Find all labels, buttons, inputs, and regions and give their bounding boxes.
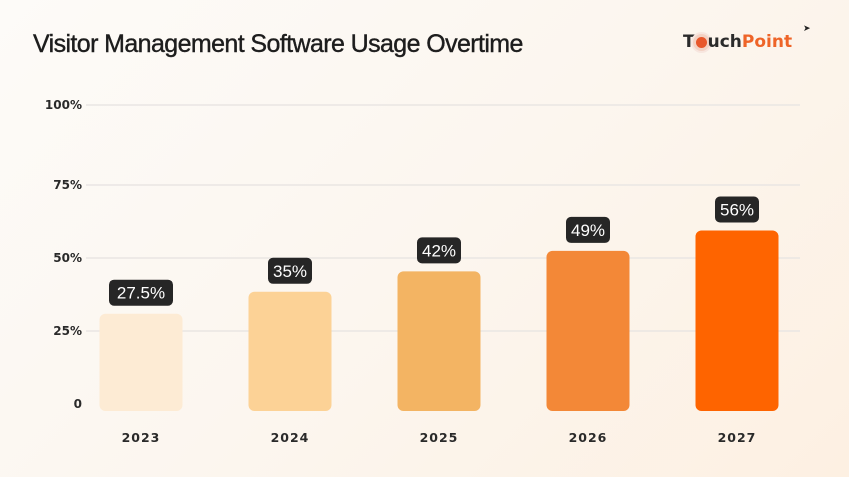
value-label-2025: 42% (417, 237, 461, 264)
bar-2023 (99, 313, 183, 411)
value-label-text: 49% (571, 221, 605, 240)
x-tick-label: 2027 (718, 430, 757, 445)
value-label-2023: 27.5% (109, 279, 173, 306)
y-tick-label: 25% (53, 324, 82, 338)
bar-2025 (397, 271, 481, 411)
value-label-bg (109, 279, 173, 306)
x-axis: 2023 2024 2025 2026 2027 (122, 430, 757, 445)
value-label-text: 27.5% (117, 284, 165, 303)
x-tick-label: 2023 (122, 430, 161, 445)
bars: 27.5% 35% 42% 49% 56% (99, 196, 779, 411)
x-tick-label: 2025 (420, 430, 459, 445)
value-label-2027: 56% (715, 196, 759, 223)
bar-2027 (695, 230, 779, 411)
value-label-bg (566, 216, 610, 243)
touch-pointer-icon (695, 37, 707, 48)
bar-2026 (546, 250, 630, 411)
value-label-text: 42% (422, 241, 456, 260)
y-tick-label: 75% (53, 178, 82, 192)
x-tick-label: 2026 (569, 430, 608, 445)
bar-2024 (248, 291, 332, 411)
y-tick-label: 0 (74, 397, 82, 411)
x-tick-label: 2024 (271, 430, 310, 445)
value-label-text: 56% (720, 200, 754, 219)
value-label-2024: 35% (268, 257, 312, 284)
value-label-bg (417, 237, 461, 264)
value-label-bg (715, 196, 759, 223)
cursor-arrow-icon: ➤ (803, 24, 811, 34)
chart-title: Visitor Management Software Usage Overti… (33, 30, 524, 58)
y-axis: 0 25% 50% 75% 100% (45, 98, 82, 411)
value-label-text: 35% (273, 262, 307, 281)
y-tick-label: 100% (45, 98, 82, 112)
value-label-bg (268, 257, 312, 284)
logo-text-point: Point (741, 32, 793, 52)
value-label-2026: 49% (566, 216, 610, 243)
y-tick-label: 50% (53, 251, 82, 265)
